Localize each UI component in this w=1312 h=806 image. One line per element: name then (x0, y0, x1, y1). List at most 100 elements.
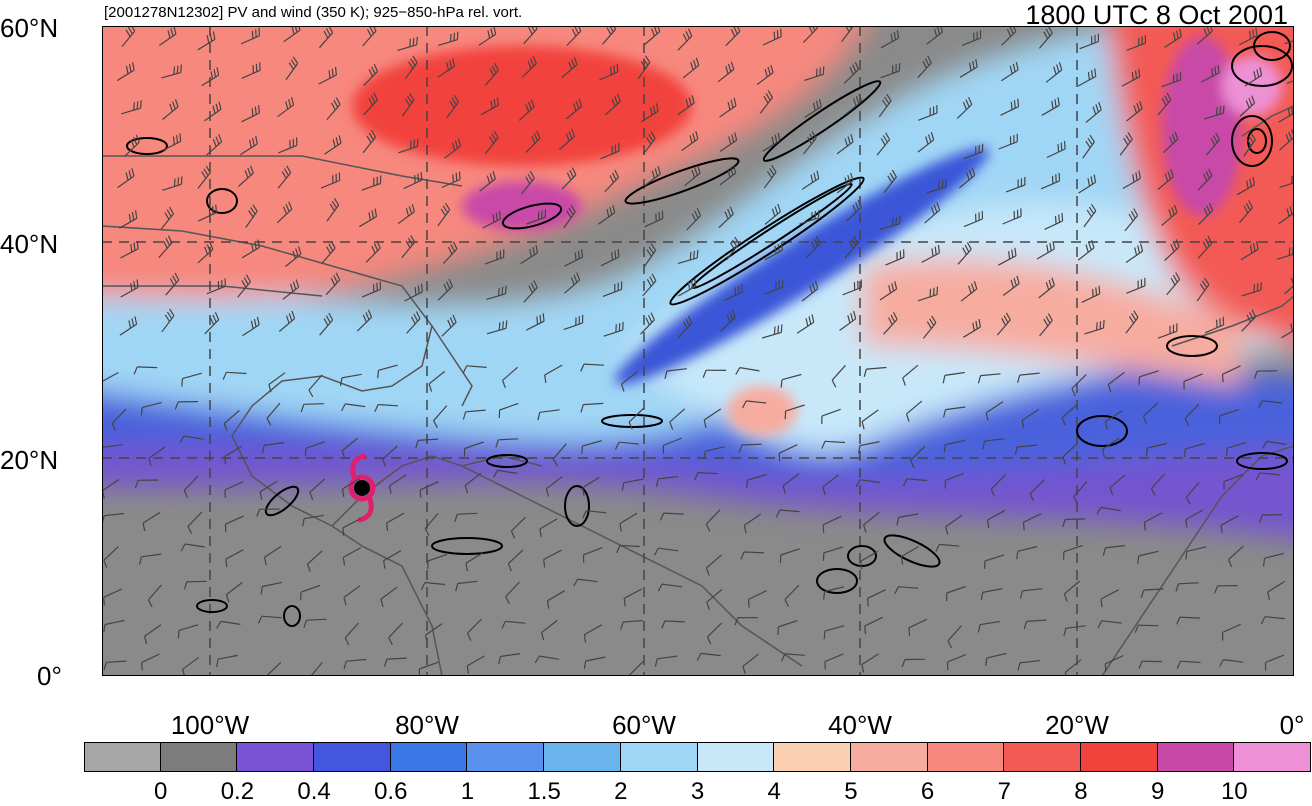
wind-barb-flag (781, 29, 782, 37)
wind-barb-flag (1227, 448, 1228, 456)
wind-barb-flag (1093, 289, 1094, 297)
wind-barb-flag (1254, 284, 1255, 292)
colorbar-tick-label: 0.6 (374, 778, 407, 806)
wind-barb-flag (1023, 522, 1024, 530)
colorbar-tick-label: 3 (691, 778, 704, 806)
wind-barb-flag (1015, 100, 1016, 108)
wind-barb-flag (415, 175, 416, 183)
wind-barb-flag (332, 69, 333, 77)
lon-label-100w: 100°W (171, 710, 249, 741)
wind-barb-flag (142, 663, 143, 671)
colorbar-tick-label: 1 (461, 778, 474, 806)
colorbar-swatch (698, 742, 775, 772)
wind-barb-flag (255, 107, 256, 115)
wind-barb-flag (1289, 248, 1290, 256)
wind-barb-flag (543, 313, 544, 321)
wind-barb-flag (781, 324, 782, 332)
wind-barb-flag (178, 630, 179, 638)
wind-barb-flag (893, 218, 894, 226)
wind-barb-flag (823, 553, 824, 561)
wind-barb-flag (417, 37, 418, 45)
wind-barb (137, 367, 157, 368)
wind-barb-flag (1105, 664, 1106, 672)
colorbar-tick-label: 0 (154, 778, 167, 806)
wind-barb-flag (506, 286, 507, 294)
colorbar-tick-label: 6 (921, 778, 934, 806)
wind-barb-flag (1223, 374, 1224, 382)
lon-label-60w: 60°W (612, 710, 676, 741)
wind-barb-flag (1056, 216, 1057, 224)
wind-barb-flag (579, 251, 580, 259)
wind-barb-flag (774, 327, 775, 335)
colorbar-swatch (1234, 742, 1311, 772)
wind-barb-flag (540, 315, 541, 323)
colorbar-swatch (237, 742, 314, 772)
colorbar-swatch (851, 742, 928, 772)
lat-label-20n: 20°N (0, 445, 70, 476)
wind-barb-flag (182, 379, 183, 387)
wind-barb-flag (865, 626, 866, 634)
colorbar-tick-label: 10 (1221, 778, 1248, 806)
lon-label-0: 0° (1280, 710, 1305, 741)
wind-barb-flag (451, 34, 452, 42)
wind-barb-flag (1261, 282, 1262, 290)
wind-barb-flag (537, 317, 538, 325)
wind-barb-flag (618, 249, 619, 257)
wind-barb-flag (1018, 99, 1019, 107)
wind-barb-flag (499, 288, 500, 296)
header-left-title: [2001278N12302] PV and wind (350 K); 925… (104, 4, 522, 21)
wind-barb-flag (502, 287, 503, 295)
wind-barb-flag (582, 249, 583, 257)
pv-map (102, 26, 1294, 676)
colorbar-swatch (774, 742, 851, 772)
wind-barb-flag (779, 453, 780, 461)
wind-barb-flag (1100, 321, 1101, 329)
wind-barb-flag (747, 480, 748, 488)
pv-max-canada (352, 46, 692, 166)
wind-barb-flag (1223, 105, 1224, 113)
wind-barb-flag (503, 321, 504, 329)
colorbar-tick-label: 0.4 (297, 778, 330, 806)
wind-barb-flag (1222, 633, 1223, 641)
map-panel (102, 26, 1294, 676)
wind-barb-flag (225, 490, 226, 498)
wind-barb (187, 581, 207, 582)
colorbar-tick-label: 7 (998, 778, 1011, 806)
wind-barb-flag (252, 108, 253, 116)
wind-barb-flag (1059, 214, 1060, 222)
wind-barb-flag (656, 214, 657, 222)
lat-label-40n: 40°N (0, 229, 70, 260)
colorbar-swatch (314, 742, 391, 772)
wind-barb-flag (612, 252, 613, 260)
wind-barb (1065, 519, 1085, 520)
wind-barb-flag (181, 176, 182, 184)
wind-barb-flag (329, 70, 330, 78)
wind-barb-flag (453, 174, 454, 182)
wind-barb-flag (1099, 286, 1100, 294)
wind-barb-flag (413, 38, 414, 46)
colorbar-tick-label: 8 (1074, 778, 1087, 806)
wind-barb-flag (1217, 107, 1218, 115)
wind-barb-flag (104, 597, 105, 605)
lat-label-0: 0° (37, 661, 107, 692)
lon-label-20w: 20°W (1045, 710, 1109, 741)
wind-barb-flag (735, 287, 736, 295)
wind-barb-flag (781, 380, 782, 388)
wind-barb-flag (1185, 449, 1186, 457)
wind-barb-flag (690, 252, 691, 260)
wind-barb-flag (823, 525, 824, 533)
wind-barb-flag (1257, 283, 1258, 291)
wind-barb-flag (421, 172, 422, 180)
colorbar-tick-label: 1.5 (527, 778, 560, 806)
colorbar (84, 742, 1311, 772)
colorbar-swatch (84, 742, 161, 772)
wind-barb-flag (1062, 213, 1063, 221)
wind-barb-flag (694, 251, 695, 259)
wind-barb-flag (615, 251, 616, 259)
wind-barb-flag (1058, 144, 1059, 152)
wind-barb-flag (868, 598, 869, 606)
pv-max-europe (1162, 36, 1242, 216)
wind-barb-flag (1011, 102, 1012, 110)
wind-barb-flag (575, 253, 576, 261)
wind-barb (744, 552, 764, 553)
